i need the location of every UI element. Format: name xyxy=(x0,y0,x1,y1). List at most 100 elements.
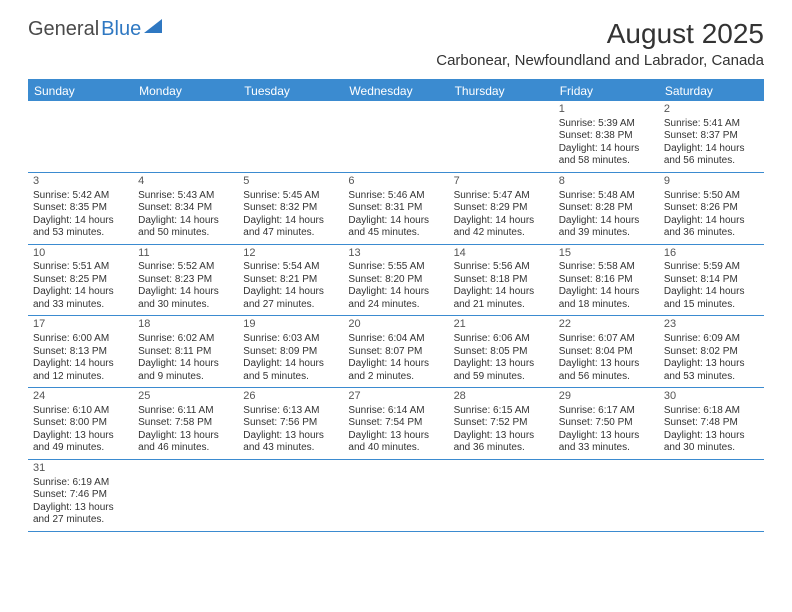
sunset-text: Sunset: 7:58 PM xyxy=(138,417,233,430)
sunrise-text: Sunrise: 6:19 AM xyxy=(33,477,128,490)
day-number: 3 xyxy=(33,175,128,189)
sunrise-text: Sunrise: 5:50 AM xyxy=(664,190,759,203)
sunset-text: Sunset: 8:38 PM xyxy=(559,130,654,143)
day-number: 8 xyxy=(559,175,654,189)
day-cell: 31Sunrise: 6:19 AMSunset: 7:46 PMDayligh… xyxy=(28,460,133,531)
daylight-text: Daylight: 13 hours and 27 minutes. xyxy=(33,502,128,527)
daylight-text: Daylight: 14 hours and 21 minutes. xyxy=(454,286,549,311)
week-row: 31Sunrise: 6:19 AMSunset: 7:46 PMDayligh… xyxy=(28,460,764,532)
sunset-text: Sunset: 8:32 PM xyxy=(243,202,338,215)
daylight-text: Daylight: 14 hours and 42 minutes. xyxy=(454,215,549,240)
day-header-cell: Saturday xyxy=(659,81,764,101)
sunset-text: Sunset: 8:31 PM xyxy=(348,202,443,215)
day-cell: 29Sunrise: 6:17 AMSunset: 7:50 PMDayligh… xyxy=(554,388,659,459)
sunset-text: Sunset: 8:23 PM xyxy=(138,274,233,287)
header: General Blue August 2025 Carbonear, Newf… xyxy=(0,0,792,73)
day-cell: 16Sunrise: 5:59 AMSunset: 8:14 PMDayligh… xyxy=(659,245,764,316)
sunset-text: Sunset: 8:07 PM xyxy=(348,346,443,359)
sunset-text: Sunset: 8:37 PM xyxy=(664,130,759,143)
sunrise-text: Sunrise: 5:55 AM xyxy=(348,261,443,274)
day-cell: 18Sunrise: 6:02 AMSunset: 8:11 PMDayligh… xyxy=(133,316,238,387)
day-number: 17 xyxy=(33,318,128,332)
day-cell: 17Sunrise: 6:00 AMSunset: 8:13 PMDayligh… xyxy=(28,316,133,387)
day-cell: 5Sunrise: 5:45 AMSunset: 8:32 PMDaylight… xyxy=(238,173,343,244)
daylight-text: Daylight: 13 hours and 53 minutes. xyxy=(664,358,759,383)
day-header-cell: Friday xyxy=(554,81,659,101)
sunset-text: Sunset: 8:29 PM xyxy=(454,202,549,215)
day-cell: 23Sunrise: 6:09 AMSunset: 8:02 PMDayligh… xyxy=(659,316,764,387)
sunset-text: Sunset: 8:09 PM xyxy=(243,346,338,359)
daylight-text: Daylight: 14 hours and 27 minutes. xyxy=(243,286,338,311)
sunset-text: Sunset: 8:35 PM xyxy=(33,202,128,215)
sunrise-text: Sunrise: 5:58 AM xyxy=(559,261,654,274)
daylight-text: Daylight: 14 hours and 30 minutes. xyxy=(138,286,233,311)
sunset-text: Sunset: 7:50 PM xyxy=(559,417,654,430)
daylight-text: Daylight: 14 hours and 45 minutes. xyxy=(348,215,443,240)
day-number: 10 xyxy=(33,247,128,261)
daylight-text: Daylight: 14 hours and 12 minutes. xyxy=(33,358,128,383)
empty-cell xyxy=(554,460,659,531)
sunset-text: Sunset: 8:05 PM xyxy=(454,346,549,359)
day-cell: 4Sunrise: 5:43 AMSunset: 8:34 PMDaylight… xyxy=(133,173,238,244)
sunrise-text: Sunrise: 6:13 AM xyxy=(243,405,338,418)
daylight-text: Daylight: 14 hours and 5 minutes. xyxy=(243,358,338,383)
day-number: 14 xyxy=(454,247,549,261)
sunrise-text: Sunrise: 5:39 AM xyxy=(559,118,654,131)
day-cell: 28Sunrise: 6:15 AMSunset: 7:52 PMDayligh… xyxy=(449,388,554,459)
empty-cell xyxy=(133,101,238,172)
day-number: 12 xyxy=(243,247,338,261)
day-cell: 22Sunrise: 6:07 AMSunset: 8:04 PMDayligh… xyxy=(554,316,659,387)
calendar: SundayMondayTuesdayWednesdayThursdayFrid… xyxy=(28,79,764,532)
day-cell: 11Sunrise: 5:52 AMSunset: 8:23 PMDayligh… xyxy=(133,245,238,316)
day-cell: 30Sunrise: 6:18 AMSunset: 7:48 PMDayligh… xyxy=(659,388,764,459)
sunrise-text: Sunrise: 5:43 AM xyxy=(138,190,233,203)
daylight-text: Daylight: 14 hours and 53 minutes. xyxy=(33,215,128,240)
daylight-text: Daylight: 13 hours and 30 minutes. xyxy=(664,430,759,455)
title-block: August 2025 Carbonear, Newfoundland and … xyxy=(436,18,764,69)
day-cell: 25Sunrise: 6:11 AMSunset: 7:58 PMDayligh… xyxy=(133,388,238,459)
sunrise-text: Sunrise: 5:51 AM xyxy=(33,261,128,274)
day-number: 6 xyxy=(348,175,443,189)
sunset-text: Sunset: 8:00 PM xyxy=(33,417,128,430)
sunset-text: Sunset: 7:52 PM xyxy=(454,417,549,430)
day-number: 18 xyxy=(138,318,233,332)
day-number: 4 xyxy=(138,175,233,189)
sunset-text: Sunset: 8:18 PM xyxy=(454,274,549,287)
day-cell: 10Sunrise: 5:51 AMSunset: 8:25 PMDayligh… xyxy=(28,245,133,316)
logo-text-blue: Blue xyxy=(101,18,141,41)
logo-text-general: General xyxy=(28,18,99,41)
daylight-text: Daylight: 14 hours and 18 minutes. xyxy=(559,286,654,311)
day-cell: 12Sunrise: 5:54 AMSunset: 8:21 PMDayligh… xyxy=(238,245,343,316)
daylight-text: Daylight: 14 hours and 39 minutes. xyxy=(559,215,654,240)
daylight-text: Daylight: 13 hours and 36 minutes. xyxy=(454,430,549,455)
month-title: August 2025 xyxy=(436,18,764,50)
day-number: 13 xyxy=(348,247,443,261)
day-cell: 26Sunrise: 6:13 AMSunset: 7:56 PMDayligh… xyxy=(238,388,343,459)
week-row: 1Sunrise: 5:39 AMSunset: 8:38 PMDaylight… xyxy=(28,101,764,173)
sunset-text: Sunset: 8:13 PM xyxy=(33,346,128,359)
day-number: 28 xyxy=(454,390,549,404)
day-number: 30 xyxy=(664,390,759,404)
sunrise-text: Sunrise: 6:10 AM xyxy=(33,405,128,418)
day-number: 20 xyxy=(348,318,443,332)
day-cell: 9Sunrise: 5:50 AMSunset: 8:26 PMDaylight… xyxy=(659,173,764,244)
week-row: 17Sunrise: 6:00 AMSunset: 8:13 PMDayligh… xyxy=(28,316,764,388)
daylight-text: Daylight: 13 hours and 46 minutes. xyxy=(138,430,233,455)
sunset-text: Sunset: 8:20 PM xyxy=(348,274,443,287)
day-number: 26 xyxy=(243,390,338,404)
sunrise-text: Sunrise: 6:17 AM xyxy=(559,405,654,418)
day-cell: 8Sunrise: 5:48 AMSunset: 8:28 PMDaylight… xyxy=(554,173,659,244)
sunrise-text: Sunrise: 5:56 AM xyxy=(454,261,549,274)
sunrise-text: Sunrise: 6:06 AM xyxy=(454,333,549,346)
sunrise-text: Sunrise: 6:03 AM xyxy=(243,333,338,346)
day-cell: 19Sunrise: 6:03 AMSunset: 8:09 PMDayligh… xyxy=(238,316,343,387)
sunset-text: Sunset: 8:34 PM xyxy=(138,202,233,215)
logo: General Blue xyxy=(28,18,162,41)
daylight-text: Daylight: 14 hours and 36 minutes. xyxy=(664,215,759,240)
day-header-cell: Sunday xyxy=(28,81,133,101)
empty-cell xyxy=(238,460,343,531)
day-number: 31 xyxy=(33,462,128,476)
daylight-text: Daylight: 13 hours and 56 minutes. xyxy=(559,358,654,383)
sunset-text: Sunset: 8:26 PM xyxy=(664,202,759,215)
day-number: 19 xyxy=(243,318,338,332)
